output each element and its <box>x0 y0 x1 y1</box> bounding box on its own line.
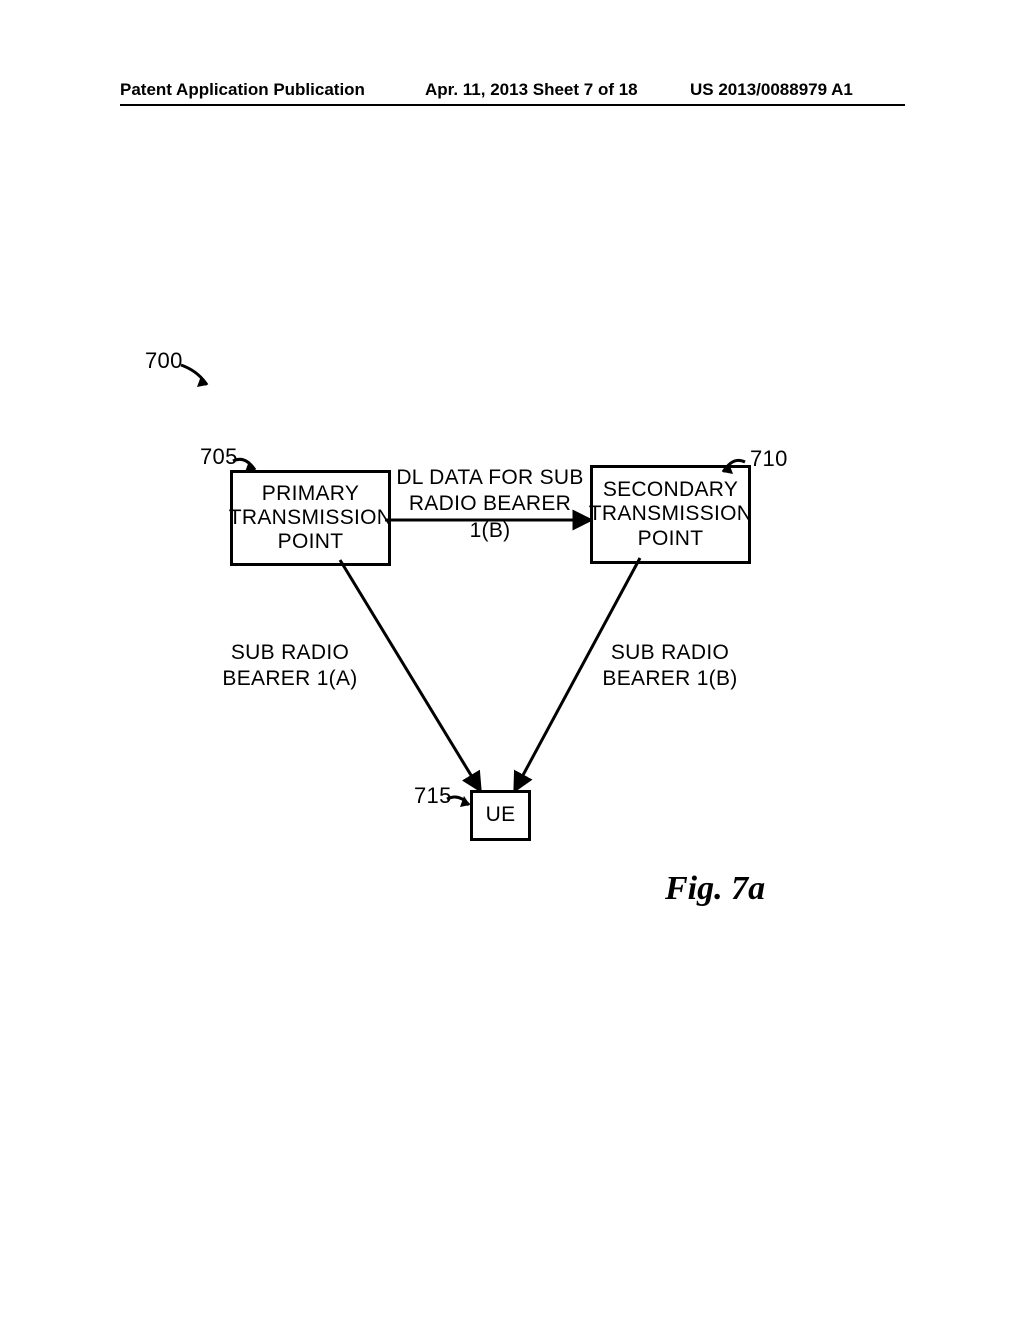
page: { "header": { "left": "Patent Applicatio… <box>0 0 1024 1320</box>
diagram-lines <box>0 0 1024 1320</box>
